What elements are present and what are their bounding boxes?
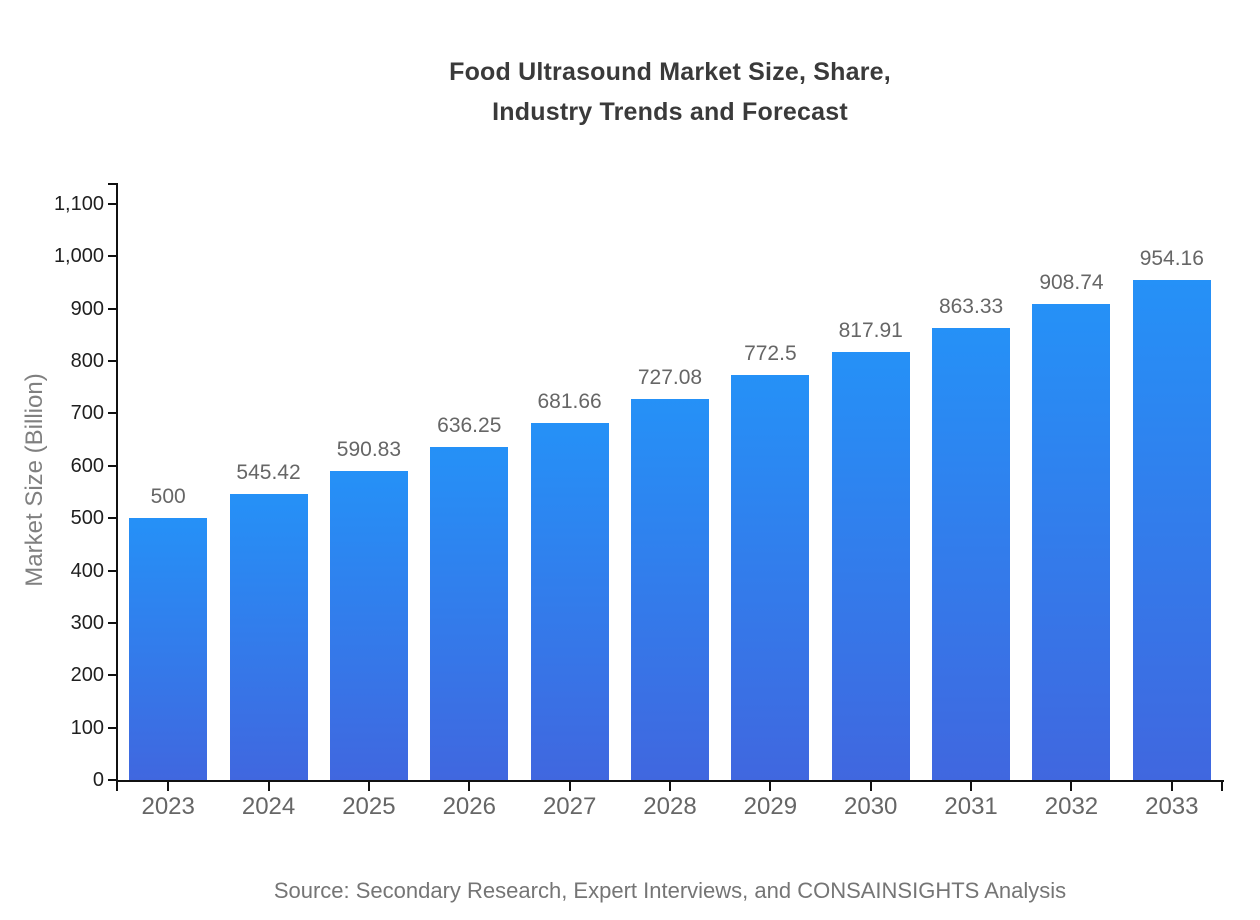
x-tick-mark-2027 <box>568 782 571 791</box>
bar-2023 <box>129 518 208 780</box>
y-tick-mark <box>108 464 116 467</box>
y-tick-mark <box>108 412 116 415</box>
x-tick-mark-2023 <box>167 782 170 791</box>
y-tick-mark <box>108 674 116 677</box>
y-tick-label: 1,000 <box>53 245 104 268</box>
bar-value-label-2028: 727.08 <box>637 366 703 390</box>
x-tick-label-2027: 2027 <box>542 793 597 820</box>
bar-2028 <box>631 399 709 780</box>
bar-2025 <box>329 470 408 780</box>
x-tick-label-2032: 2032 <box>1044 793 1099 820</box>
bar-2032 <box>1032 304 1111 780</box>
y-tick-label: 200 <box>70 664 104 687</box>
x-tick-mark-2024 <box>267 782 270 791</box>
bar-value-label-2030: 817.91 <box>838 318 903 342</box>
y-tick-label: 900 <box>70 297 104 320</box>
x-tick-mark-2032 <box>1070 782 1073 791</box>
y-tick-mark <box>108 255 116 258</box>
x-tick-label-2023: 2023 <box>141 793 195 820</box>
y-tick-label: 0 <box>92 769 104 791</box>
x-tick-mark-2026 <box>468 782 471 791</box>
y-tick-label: 500 <box>70 507 104 530</box>
y-tick-mark <box>108 307 116 310</box>
bar-2031 <box>932 327 1011 780</box>
x-tick-label-2029: 2029 <box>743 793 798 820</box>
x-tick-mark-2031 <box>970 782 973 791</box>
bar-2029 <box>731 375 810 780</box>
bar-2027 <box>530 423 609 780</box>
x-tick-mark-2028 <box>669 782 671 791</box>
x-tick-mark-2033 <box>1170 782 1173 791</box>
x-tick-label-2028: 2028 <box>643 793 697 820</box>
x-tick-label-2025: 2025 <box>342 793 396 820</box>
y-tick-mark <box>108 779 116 781</box>
x-tick-label-2033: 2033 <box>1145 793 1199 820</box>
y-tick-mark <box>108 621 116 624</box>
y-tick-label: 1,100 <box>53 193 104 215</box>
bar-value-label-2029: 772.5 <box>744 342 797 366</box>
x-axis-end-tick <box>1221 782 1223 791</box>
x-tick-mark-2030 <box>869 782 872 791</box>
y-tick-mark <box>108 569 116 572</box>
source-note: Source: Secondary Research, Expert Inter… <box>273 878 1067 903</box>
y-tick-label: 400 <box>70 559 104 582</box>
x-tick-label-2030: 2030 <box>844 793 898 820</box>
bar-2024 <box>229 494 308 780</box>
bar-2026 <box>430 446 509 780</box>
bar-value-label-2023: 500 <box>150 485 186 509</box>
y-tick-label: 700 <box>70 402 104 425</box>
x-tick-label-2024: 2024 <box>241 793 296 820</box>
y-tick-label: 100 <box>70 716 104 739</box>
y-axis-line <box>116 183 118 782</box>
bar-2030 <box>831 351 910 780</box>
y-tick-mark <box>108 203 116 205</box>
chart-title: Food Ultrasound Market Size, Share, Indu… <box>449 58 891 126</box>
y-tick-label: 300 <box>70 611 104 634</box>
y-tick-mark <box>108 360 116 363</box>
y-axis-top-tick <box>108 183 116 185</box>
bar-value-label-2027: 681.66 <box>537 390 602 414</box>
bar-2033 <box>1132 280 1211 780</box>
x-tick-label-2026: 2026 <box>442 793 496 820</box>
bar-value-label-2032: 908.74 <box>1039 271 1104 295</box>
bar-value-label-2031: 863.33 <box>938 294 1004 318</box>
bar-value-label-2024: 545.42 <box>236 461 301 485</box>
x-axis-origin-tick <box>116 782 118 791</box>
x-tick-mark-2025 <box>367 782 370 791</box>
y-tick-mark <box>108 517 116 520</box>
bar-value-label-2033: 954.16 <box>1139 247 1204 271</box>
x-axis-line <box>116 780 1224 782</box>
y-tick-mark <box>108 726 116 729</box>
bar-value-label-2026: 636.25 <box>437 413 502 437</box>
bar-value-label-2025: 590.83 <box>336 437 402 461</box>
y-tick-label: 600 <box>70 454 104 477</box>
y-tick-label: 800 <box>70 350 104 373</box>
x-tick-mark-2029 <box>769 782 772 791</box>
x-tick-label-2031: 2031 <box>944 793 998 820</box>
